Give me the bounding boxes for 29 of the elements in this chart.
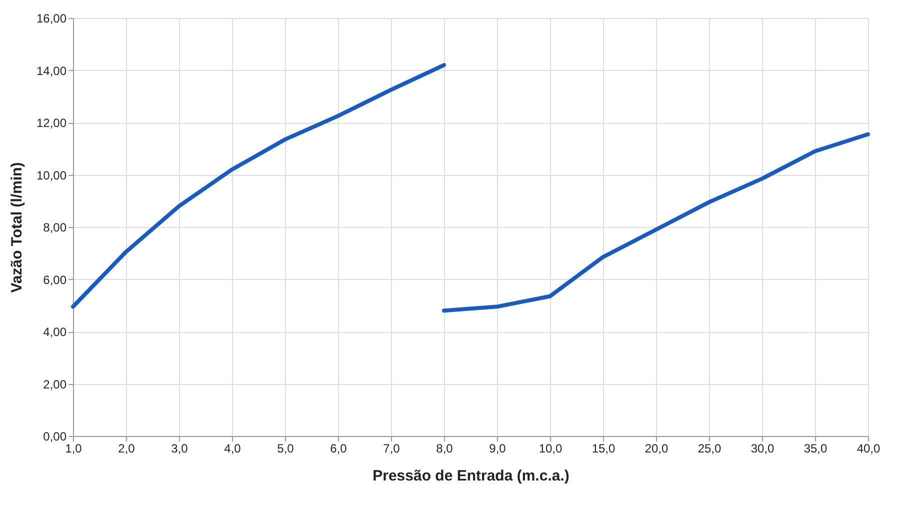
- x-axis-title: Pressão de Entrada (m.c.a.): [372, 468, 570, 484]
- x-tick-label: 40,0: [856, 442, 880, 456]
- x-tick-label: 4,0: [224, 442, 242, 456]
- x-tick-label: 30,0: [750, 442, 774, 456]
- x-tick-label: 2,0: [118, 442, 136, 456]
- y-tick-label: 10,00: [36, 168, 67, 182]
- y-tick-label: 8,00: [43, 220, 67, 234]
- line-series: [442, 132, 870, 313]
- x-tick-label: 35,0: [804, 442, 828, 456]
- x-tick-label: 7,0: [383, 442, 400, 456]
- y-tick-label: 12,00: [36, 116, 67, 130]
- y-tick-label: 2,00: [43, 377, 67, 392]
- x-tick-label: 3,0: [171, 442, 188, 456]
- x-tick-label: 5,0: [277, 442, 294, 456]
- line-series: [71, 63, 446, 309]
- x-tick-label: 9,0: [489, 442, 506, 456]
- x-tick-label: 20,0: [644, 442, 668, 456]
- x-tick-label: 25,0: [698, 442, 722, 456]
- y-tick-label: 14,00: [36, 64, 67, 78]
- x-tick-label: 6,0: [330, 442, 348, 456]
- y-tick-label: 0,00: [43, 430, 67, 444]
- y-tick-label: 6,00: [43, 272, 67, 287]
- x-tick-label: 10,0: [538, 442, 562, 456]
- y-axis-title: Vazão Total (l/min): [8, 162, 26, 293]
- y-tick-label: 4,00: [43, 325, 67, 339]
- x-tick-label: 8,0: [436, 442, 454, 456]
- x-tick-label: 1,0: [65, 442, 82, 456]
- x-tick-label: 15,0: [592, 442, 616, 456]
- y-tick-label: 16,00: [36, 12, 67, 26]
